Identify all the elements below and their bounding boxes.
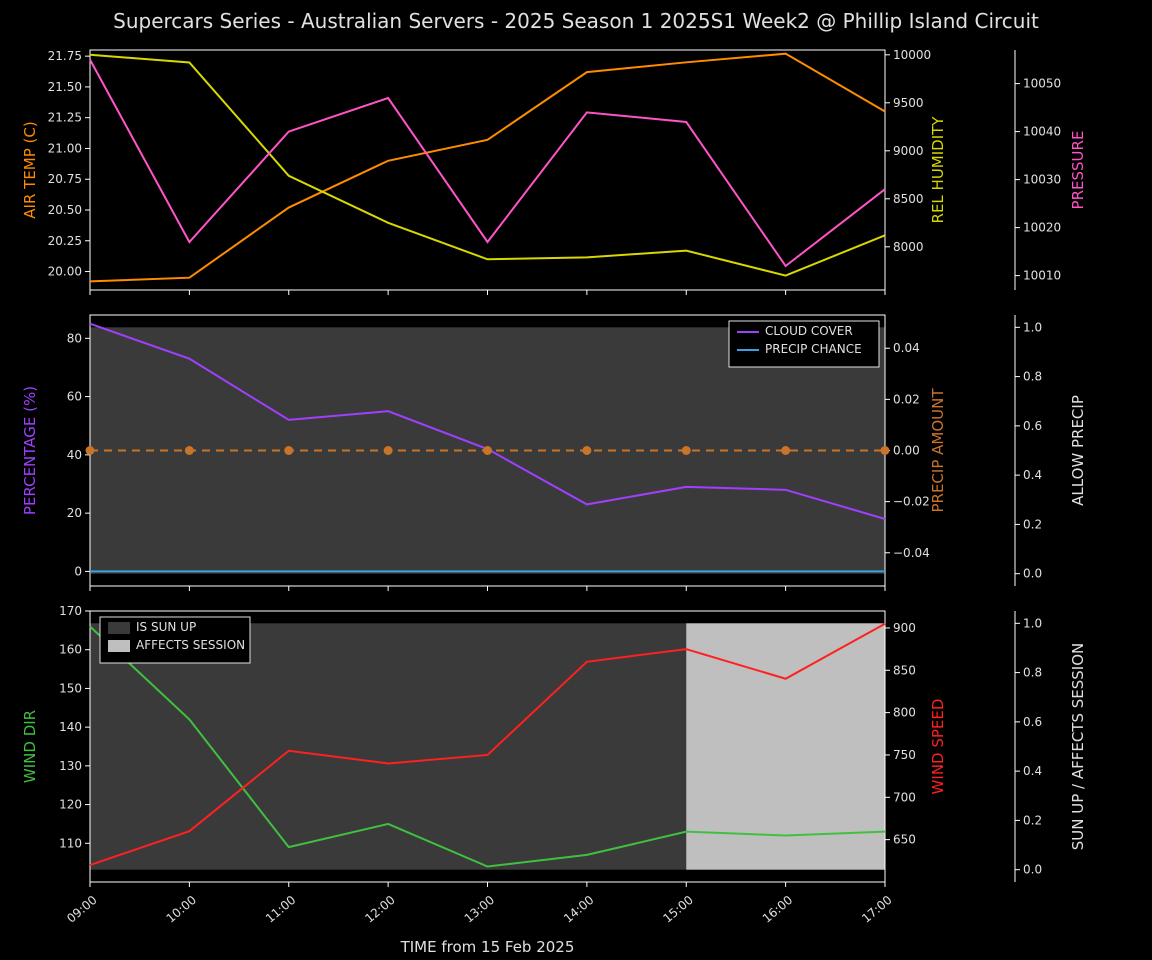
series-marker (781, 446, 790, 455)
y-tick-label: 20.00 (48, 265, 82, 279)
y-tick-label: 9000 (893, 144, 924, 158)
x-tick-label: 16:00 (760, 893, 795, 926)
series-marker (881, 446, 890, 455)
x-tick-label: 12:00 (362, 893, 397, 926)
y-tick-label: 10030 (1023, 173, 1061, 187)
y-tick-label: 140 (59, 720, 82, 734)
x-tick-label: 17:00 (859, 893, 894, 926)
y-tick-label: 10010 (1023, 269, 1061, 283)
legend-label: AFFECTS SESSION (136, 638, 245, 652)
y-tick-label: 9500 (893, 96, 924, 110)
series-marker (86, 446, 95, 455)
y-tick-label: 0.4 (1023, 468, 1042, 482)
y-tick-label: 1.0 (1023, 616, 1042, 630)
y-tick-label: 900 (893, 621, 916, 635)
y-axis-label: PERCENTAGE (%) (21, 386, 39, 515)
y-tick-label: 10050 (1023, 77, 1061, 91)
y-tick-label: −0.02 (893, 495, 930, 509)
y-tick-label: 21.25 (48, 111, 82, 125)
y-axis-label: REL HUMIDITY (929, 116, 947, 224)
x-tick-label: 13:00 (462, 893, 497, 926)
y-tick-label: 8500 (893, 192, 924, 206)
y-tick-label: 20.25 (48, 234, 82, 248)
y-tick-label: 850 (893, 663, 916, 677)
y-tick-label: 0.8 (1023, 666, 1042, 680)
y-axis-label: WIND SPEED (929, 699, 947, 795)
y-tick-label: 20.50 (48, 203, 82, 217)
legend-swatch (108, 622, 130, 634)
y-tick-label: 10040 (1023, 125, 1061, 139)
chart-title: Supercars Series - Australian Servers - … (113, 9, 1039, 33)
y-tick-label: 0.4 (1023, 764, 1042, 778)
y-tick-label: 700 (893, 790, 916, 804)
y-tick-label: 130 (59, 759, 82, 773)
legend-label: CLOUD COVER (765, 324, 853, 338)
y-tick-label: 20.75 (48, 172, 82, 186)
y-axis-label: PRECIP AMOUNT (929, 388, 947, 513)
x-tick-label: 15:00 (660, 893, 695, 926)
y-tick-label: 650 (893, 833, 916, 847)
y-axis-label: SUN UP / AFFECTS SESSION (1069, 643, 1087, 851)
y-tick-label: 21.50 (48, 80, 82, 94)
y-tick-label: 110 (59, 836, 82, 850)
y-tick-label: 60 (67, 390, 82, 404)
y-axis-label: WIND DIR (21, 710, 39, 783)
x-axis-label: TIME from 15 Feb 2025 (400, 938, 575, 956)
y-axis-label: PRESSURE (1069, 131, 1087, 210)
weather-chart: Supercars Series - Australian Servers - … (0, 0, 1152, 960)
x-tick-label: 14:00 (561, 893, 596, 926)
y-tick-label: 0.2 (1023, 517, 1042, 531)
series-marker (185, 446, 194, 455)
y-tick-label: 0.6 (1023, 419, 1042, 433)
legend-label: PRECIP CHANCE (765, 342, 862, 356)
y-tick-label: 1.0 (1023, 320, 1042, 334)
y-axis-label: ALLOW PRECIP (1069, 395, 1087, 506)
y-tick-label: 800 (893, 706, 916, 720)
x-tick-label: 11:00 (263, 893, 298, 926)
x-tick-label: 09:00 (64, 893, 99, 926)
y-tick-label: −0.04 (893, 546, 930, 560)
y-tick-label: 20 (67, 506, 82, 520)
x-tick-label: 10:00 (164, 893, 199, 926)
y-tick-label: 21.75 (48, 49, 82, 63)
y-tick-label: 0.0 (1023, 863, 1042, 877)
y-tick-label: 0.0 (1023, 567, 1042, 581)
y-tick-label: 150 (59, 681, 82, 695)
y-tick-label: 750 (893, 748, 916, 762)
legend-label: IS SUN UP (136, 620, 196, 634)
y-tick-label: 0.8 (1023, 370, 1042, 384)
y-axis-label: AIR TEMP (C) (21, 121, 39, 218)
y-tick-label: 160 (59, 643, 82, 657)
series-marker (384, 446, 393, 455)
series-marker (682, 446, 691, 455)
y-tick-label: 80 (67, 331, 82, 345)
y-tick-label: 21.00 (48, 141, 82, 155)
y-tick-label: 40 (67, 448, 82, 462)
y-tick-label: 0.2 (1023, 813, 1042, 827)
series-marker (483, 446, 492, 455)
y-tick-label: 0.00 (893, 444, 920, 458)
y-tick-label: 0.02 (893, 392, 920, 406)
y-tick-label: 170 (59, 604, 82, 618)
y-tick-label: 0.04 (893, 341, 920, 355)
y-tick-label: 10020 (1023, 221, 1061, 235)
y-tick-label: 10000 (893, 48, 931, 62)
legend-swatch (108, 640, 130, 652)
y-tick-label: 0.6 (1023, 715, 1042, 729)
series-marker (284, 446, 293, 455)
y-tick-label: 120 (59, 798, 82, 812)
y-tick-label: 0 (74, 564, 82, 578)
series-marker (582, 446, 591, 455)
y-tick-label: 8000 (893, 240, 924, 254)
